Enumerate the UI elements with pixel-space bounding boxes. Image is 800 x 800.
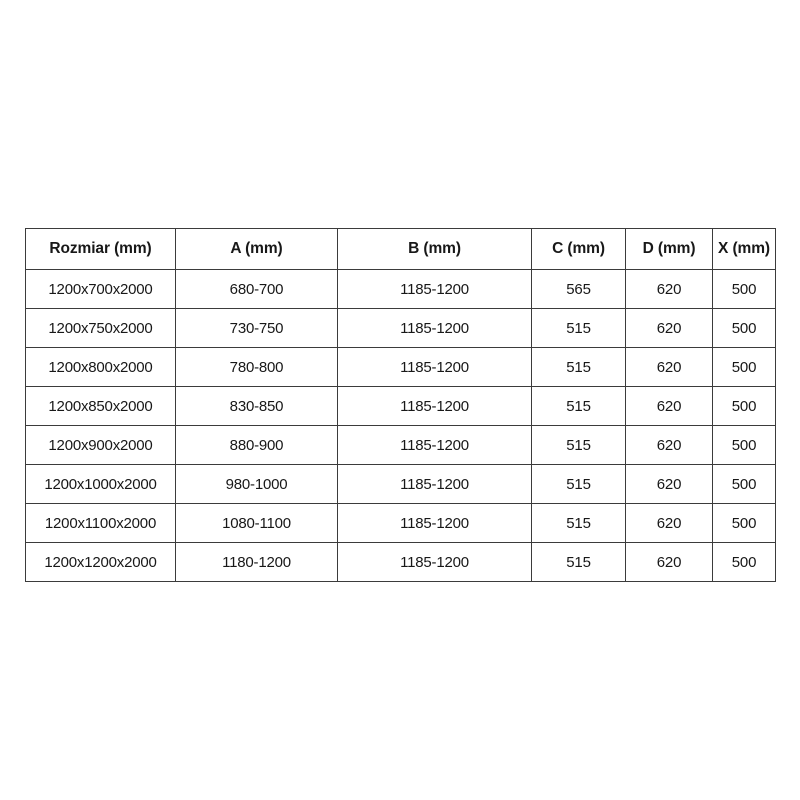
column-header-d: D (mm) <box>625 228 713 270</box>
cell-a: 1180-1200 <box>175 542 338 582</box>
cell-b: 1185-1200 <box>337 269 532 309</box>
cell-x: 500 <box>712 269 776 309</box>
cell-rozmiar: 1200x750x2000 <box>25 308 176 348</box>
cell-d: 620 <box>625 542 713 582</box>
cell-c: 515 <box>531 386 626 426</box>
cell-c: 515 <box>531 542 626 582</box>
table-row: 1200x750x2000 730-750 1185-1200 515 620 … <box>25 308 776 348</box>
cell-rozmiar: 1200x850x2000 <box>25 386 176 426</box>
cell-c: 515 <box>531 503 626 543</box>
column-header-c: C (mm) <box>531 228 626 270</box>
table-row: 1200x900x2000 880-900 1185-1200 515 620 … <box>25 425 776 465</box>
cell-a: 830-850 <box>175 386 338 426</box>
cell-rozmiar: 1200x800x2000 <box>25 347 176 387</box>
cell-x: 500 <box>712 425 776 465</box>
cell-b: 1185-1200 <box>337 542 532 582</box>
table-row: 1200x800x2000 780-800 1185-1200 515 620 … <box>25 347 776 387</box>
cell-a: 780-800 <box>175 347 338 387</box>
table-row: 1200x700x2000 680-700 1185-1200 565 620 … <box>25 269 776 309</box>
cell-c: 515 <box>531 464 626 504</box>
dimensions-table: Rozmiar (mm) A (mm) B (mm) C (mm) D (mm)… <box>25 228 776 582</box>
cell-b: 1185-1200 <box>337 308 532 348</box>
table-row: 1200x850x2000 830-850 1185-1200 515 620 … <box>25 386 776 426</box>
cell-d: 620 <box>625 269 713 309</box>
cell-a: 980-1000 <box>175 464 338 504</box>
cell-a: 730-750 <box>175 308 338 348</box>
column-header-a: A (mm) <box>175 228 338 270</box>
table-body: 1200x700x2000 680-700 1185-1200 565 620 … <box>25 269 776 582</box>
cell-b: 1185-1200 <box>337 464 532 504</box>
specification-table-container: Rozmiar (mm) A (mm) B (mm) C (mm) D (mm)… <box>25 228 776 582</box>
cell-rozmiar: 1200x700x2000 <box>25 269 176 309</box>
table-row: 1200x1000x2000 980-1000 1185-1200 515 62… <box>25 464 776 504</box>
cell-d: 620 <box>625 308 713 348</box>
table-row: 1200x1100x2000 1080-1100 1185-1200 515 6… <box>25 503 776 543</box>
cell-a: 680-700 <box>175 269 338 309</box>
cell-rozmiar: 1200x1200x2000 <box>25 542 176 582</box>
cell-x: 500 <box>712 308 776 348</box>
cell-d: 620 <box>625 503 713 543</box>
cell-b: 1185-1200 <box>337 347 532 387</box>
column-header-rozmiar: Rozmiar (mm) <box>25 228 176 270</box>
cell-c: 515 <box>531 425 626 465</box>
cell-x: 500 <box>712 386 776 426</box>
table-row: 1200x1200x2000 1180-1200 1185-1200 515 6… <box>25 542 776 582</box>
cell-x: 500 <box>712 503 776 543</box>
table-header: Rozmiar (mm) A (mm) B (mm) C (mm) D (mm)… <box>25 228 776 270</box>
cell-c: 515 <box>531 308 626 348</box>
cell-d: 620 <box>625 347 713 387</box>
cell-d: 620 <box>625 386 713 426</box>
column-header-x: X (mm) <box>712 228 776 270</box>
cell-rozmiar: 1200x900x2000 <box>25 425 176 465</box>
cell-c: 565 <box>531 269 626 309</box>
cell-x: 500 <box>712 464 776 504</box>
cell-rozmiar: 1200x1000x2000 <box>25 464 176 504</box>
cell-c: 515 <box>531 347 626 387</box>
cell-x: 500 <box>712 542 776 582</box>
cell-rozmiar: 1200x1100x2000 <box>25 503 176 543</box>
cell-x: 500 <box>712 347 776 387</box>
column-header-b: B (mm) <box>337 228 532 270</box>
cell-d: 620 <box>625 425 713 465</box>
cell-a: 1080-1100 <box>175 503 338 543</box>
table-header-row: Rozmiar (mm) A (mm) B (mm) C (mm) D (mm)… <box>25 228 776 270</box>
cell-b: 1185-1200 <box>337 386 532 426</box>
cell-b: 1185-1200 <box>337 503 532 543</box>
cell-b: 1185-1200 <box>337 425 532 465</box>
cell-a: 880-900 <box>175 425 338 465</box>
cell-d: 620 <box>625 464 713 504</box>
